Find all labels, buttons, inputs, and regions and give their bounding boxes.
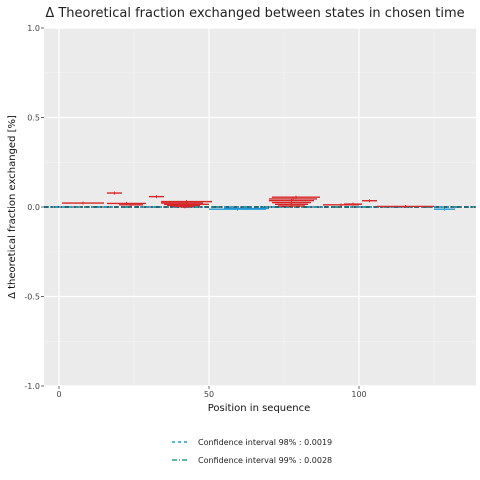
legend: Confidence interval 98% : 0.0019 Confiden…: [172, 438, 332, 465]
y-tick-label: 0.5: [27, 114, 40, 123]
legend-label: Confidence interval 99% : 0.0028: [198, 456, 332, 465]
legend-label: Confidence interval 98% : 0.0019: [198, 438, 332, 447]
x-tick-label: 100: [351, 390, 366, 399]
y-tick-label: -0.5: [24, 293, 40, 302]
y-axis-ticks: -1.0 -0.5 0.0 0.5 1.0: [24, 24, 44, 391]
y-tick-label: -1.0: [24, 382, 40, 391]
x-tick-label: 50: [204, 390, 214, 399]
x-axis-label: Position in sequence: [208, 403, 311, 414]
x-axis-ticks: 0 50 100: [56, 386, 367, 399]
x-tick-label: 0: [56, 390, 61, 399]
y-tick-label: 0.0: [27, 203, 40, 212]
data-marks: [62, 191, 455, 211]
chart-title: Δ Theoretical fraction exchanged between…: [45, 6, 464, 21]
y-axis-label: Δ theoretical fraction exchanged [%]: [7, 115, 18, 299]
y-tick-label: 1.0: [27, 24, 40, 33]
